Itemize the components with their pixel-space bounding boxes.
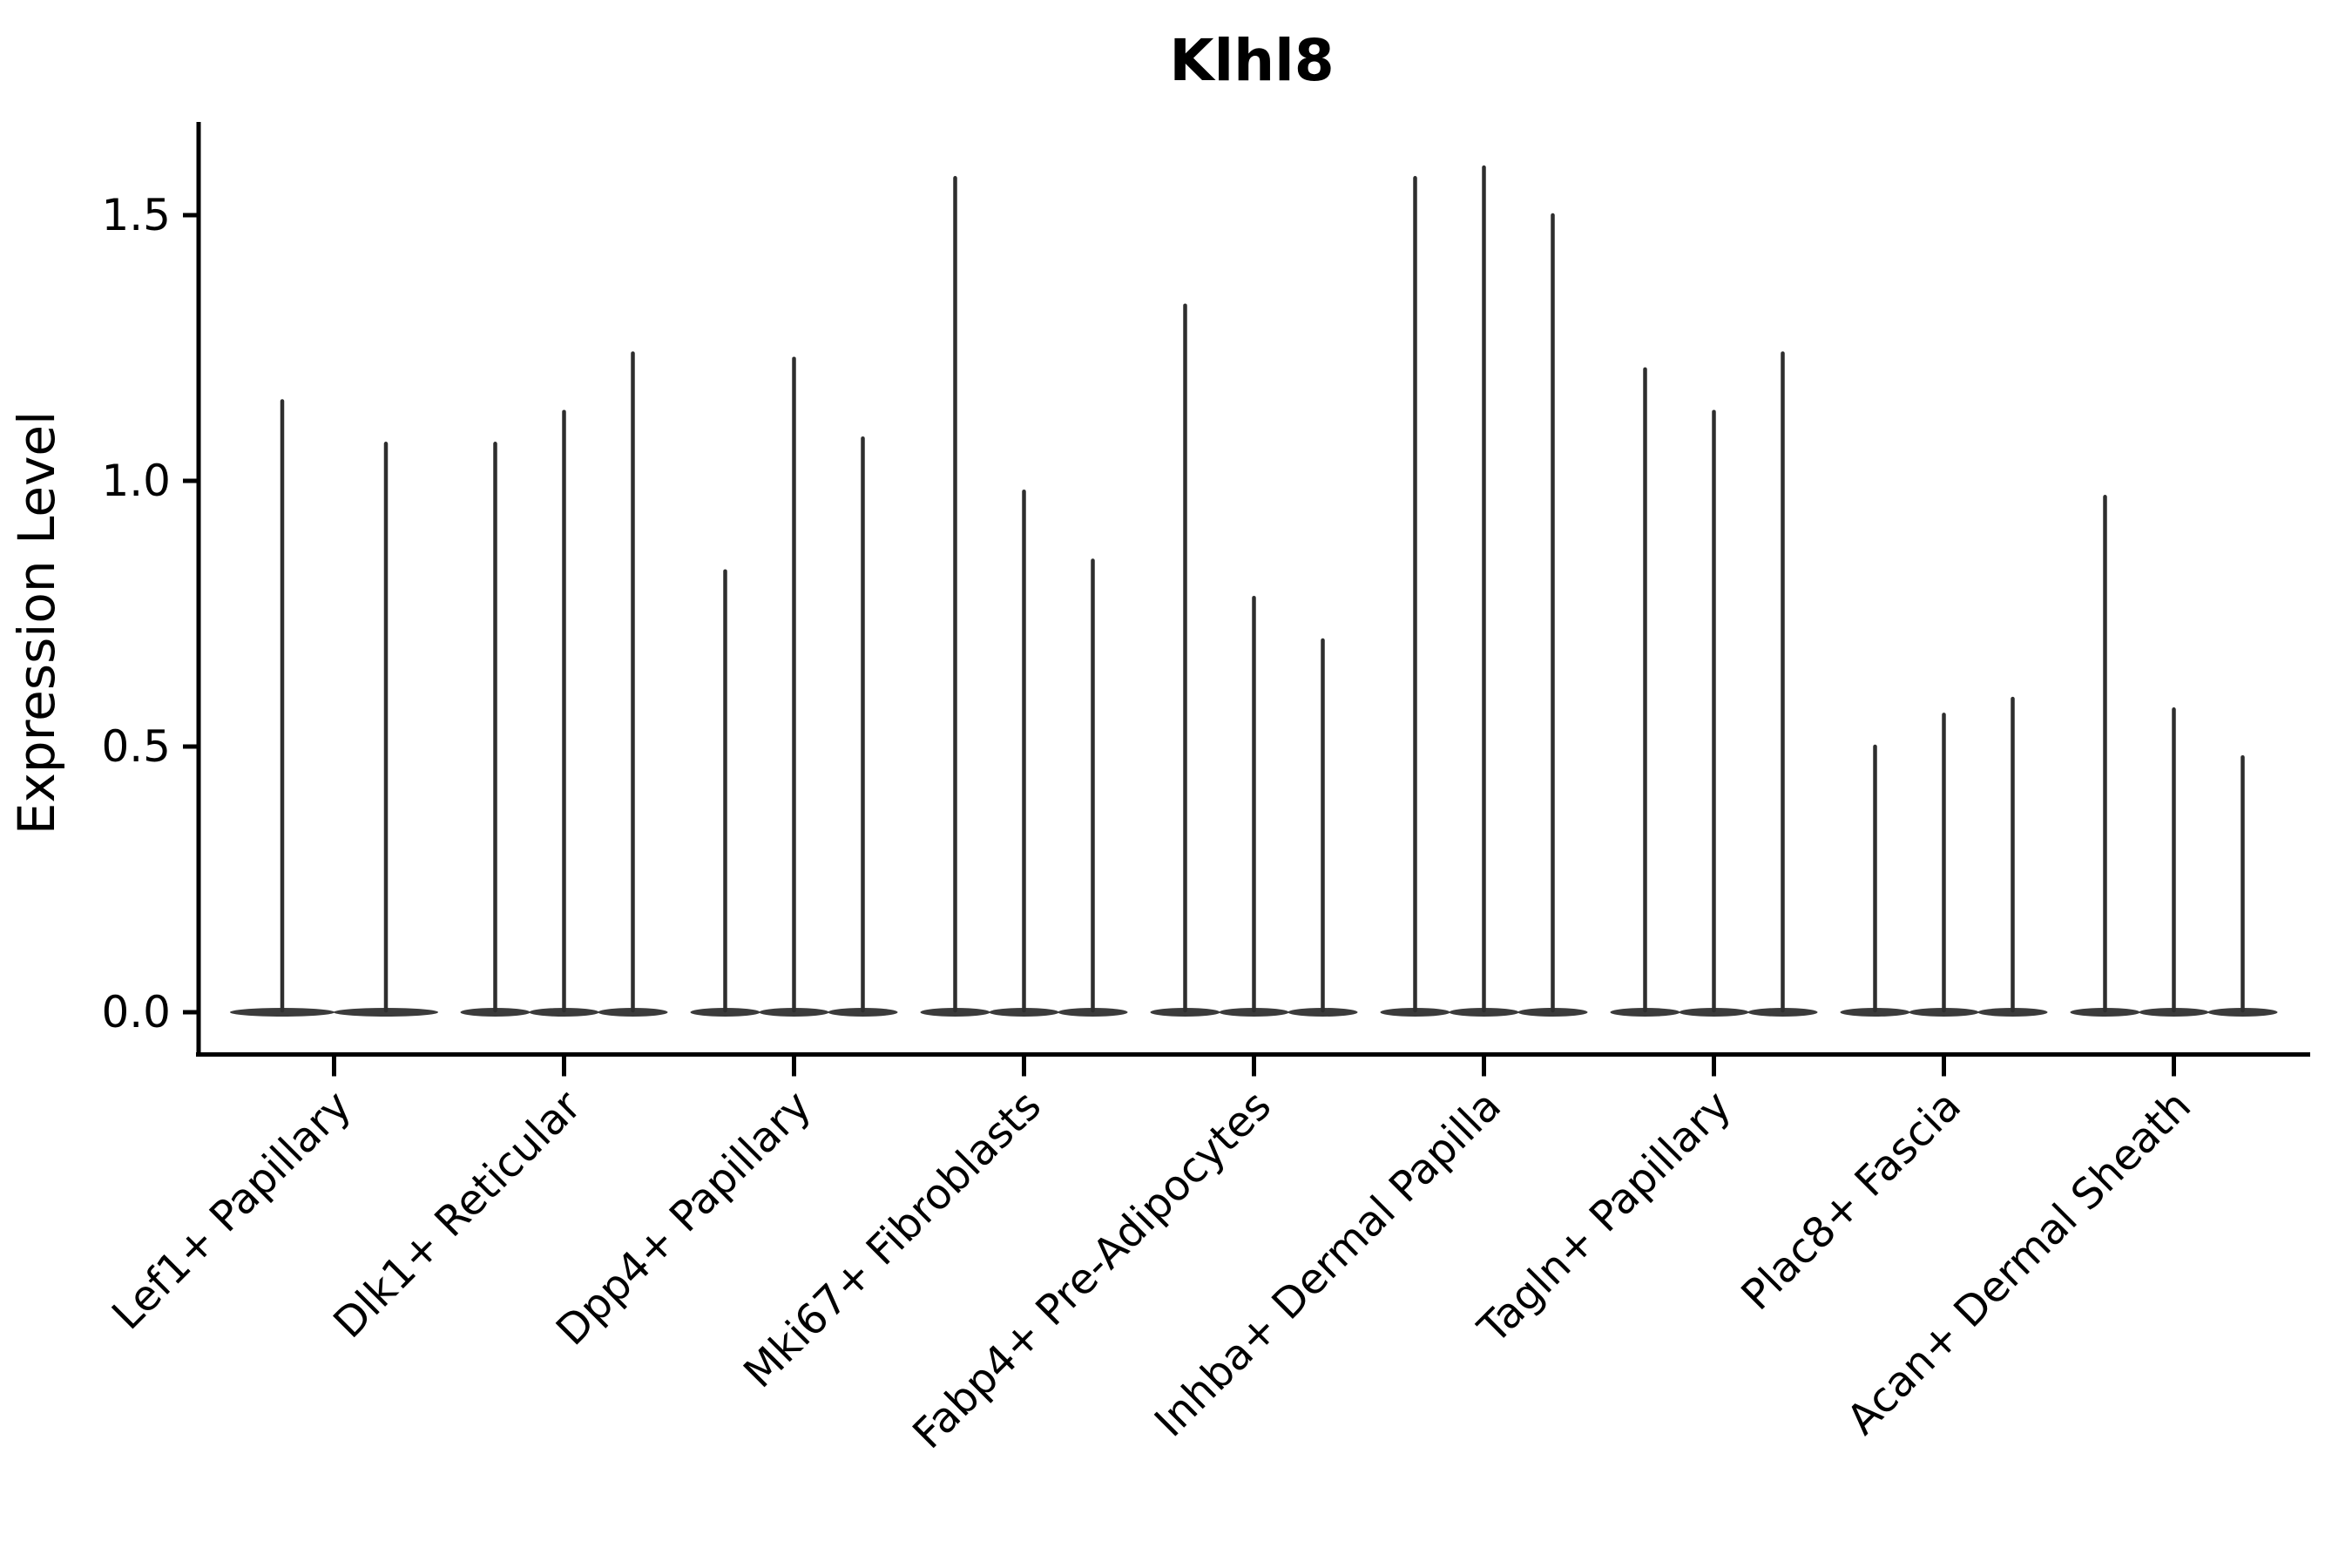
y-axis-title: Expression Level bbox=[7, 411, 66, 835]
y-tick-label: 0.0 bbox=[101, 987, 171, 1037]
x-tick-label: Plac8+ Fascia bbox=[1732, 1081, 1970, 1320]
x-tick-label: Dlk1+ Reticular bbox=[324, 1081, 591, 1348]
y-tick-label: 1.0 bbox=[101, 456, 171, 506]
y-tick-label: 1.5 bbox=[101, 190, 171, 240]
x-tick-label: Tagln+ Papillary bbox=[1469, 1081, 1740, 1353]
x-tick-label: Dpp4+ Papillary bbox=[547, 1081, 821, 1355]
x-tick-label: Lef1+ Papillary bbox=[103, 1081, 361, 1339]
chart-title: Klhl8 bbox=[1169, 27, 1334, 94]
y-tick-label: 0.5 bbox=[101, 721, 171, 772]
